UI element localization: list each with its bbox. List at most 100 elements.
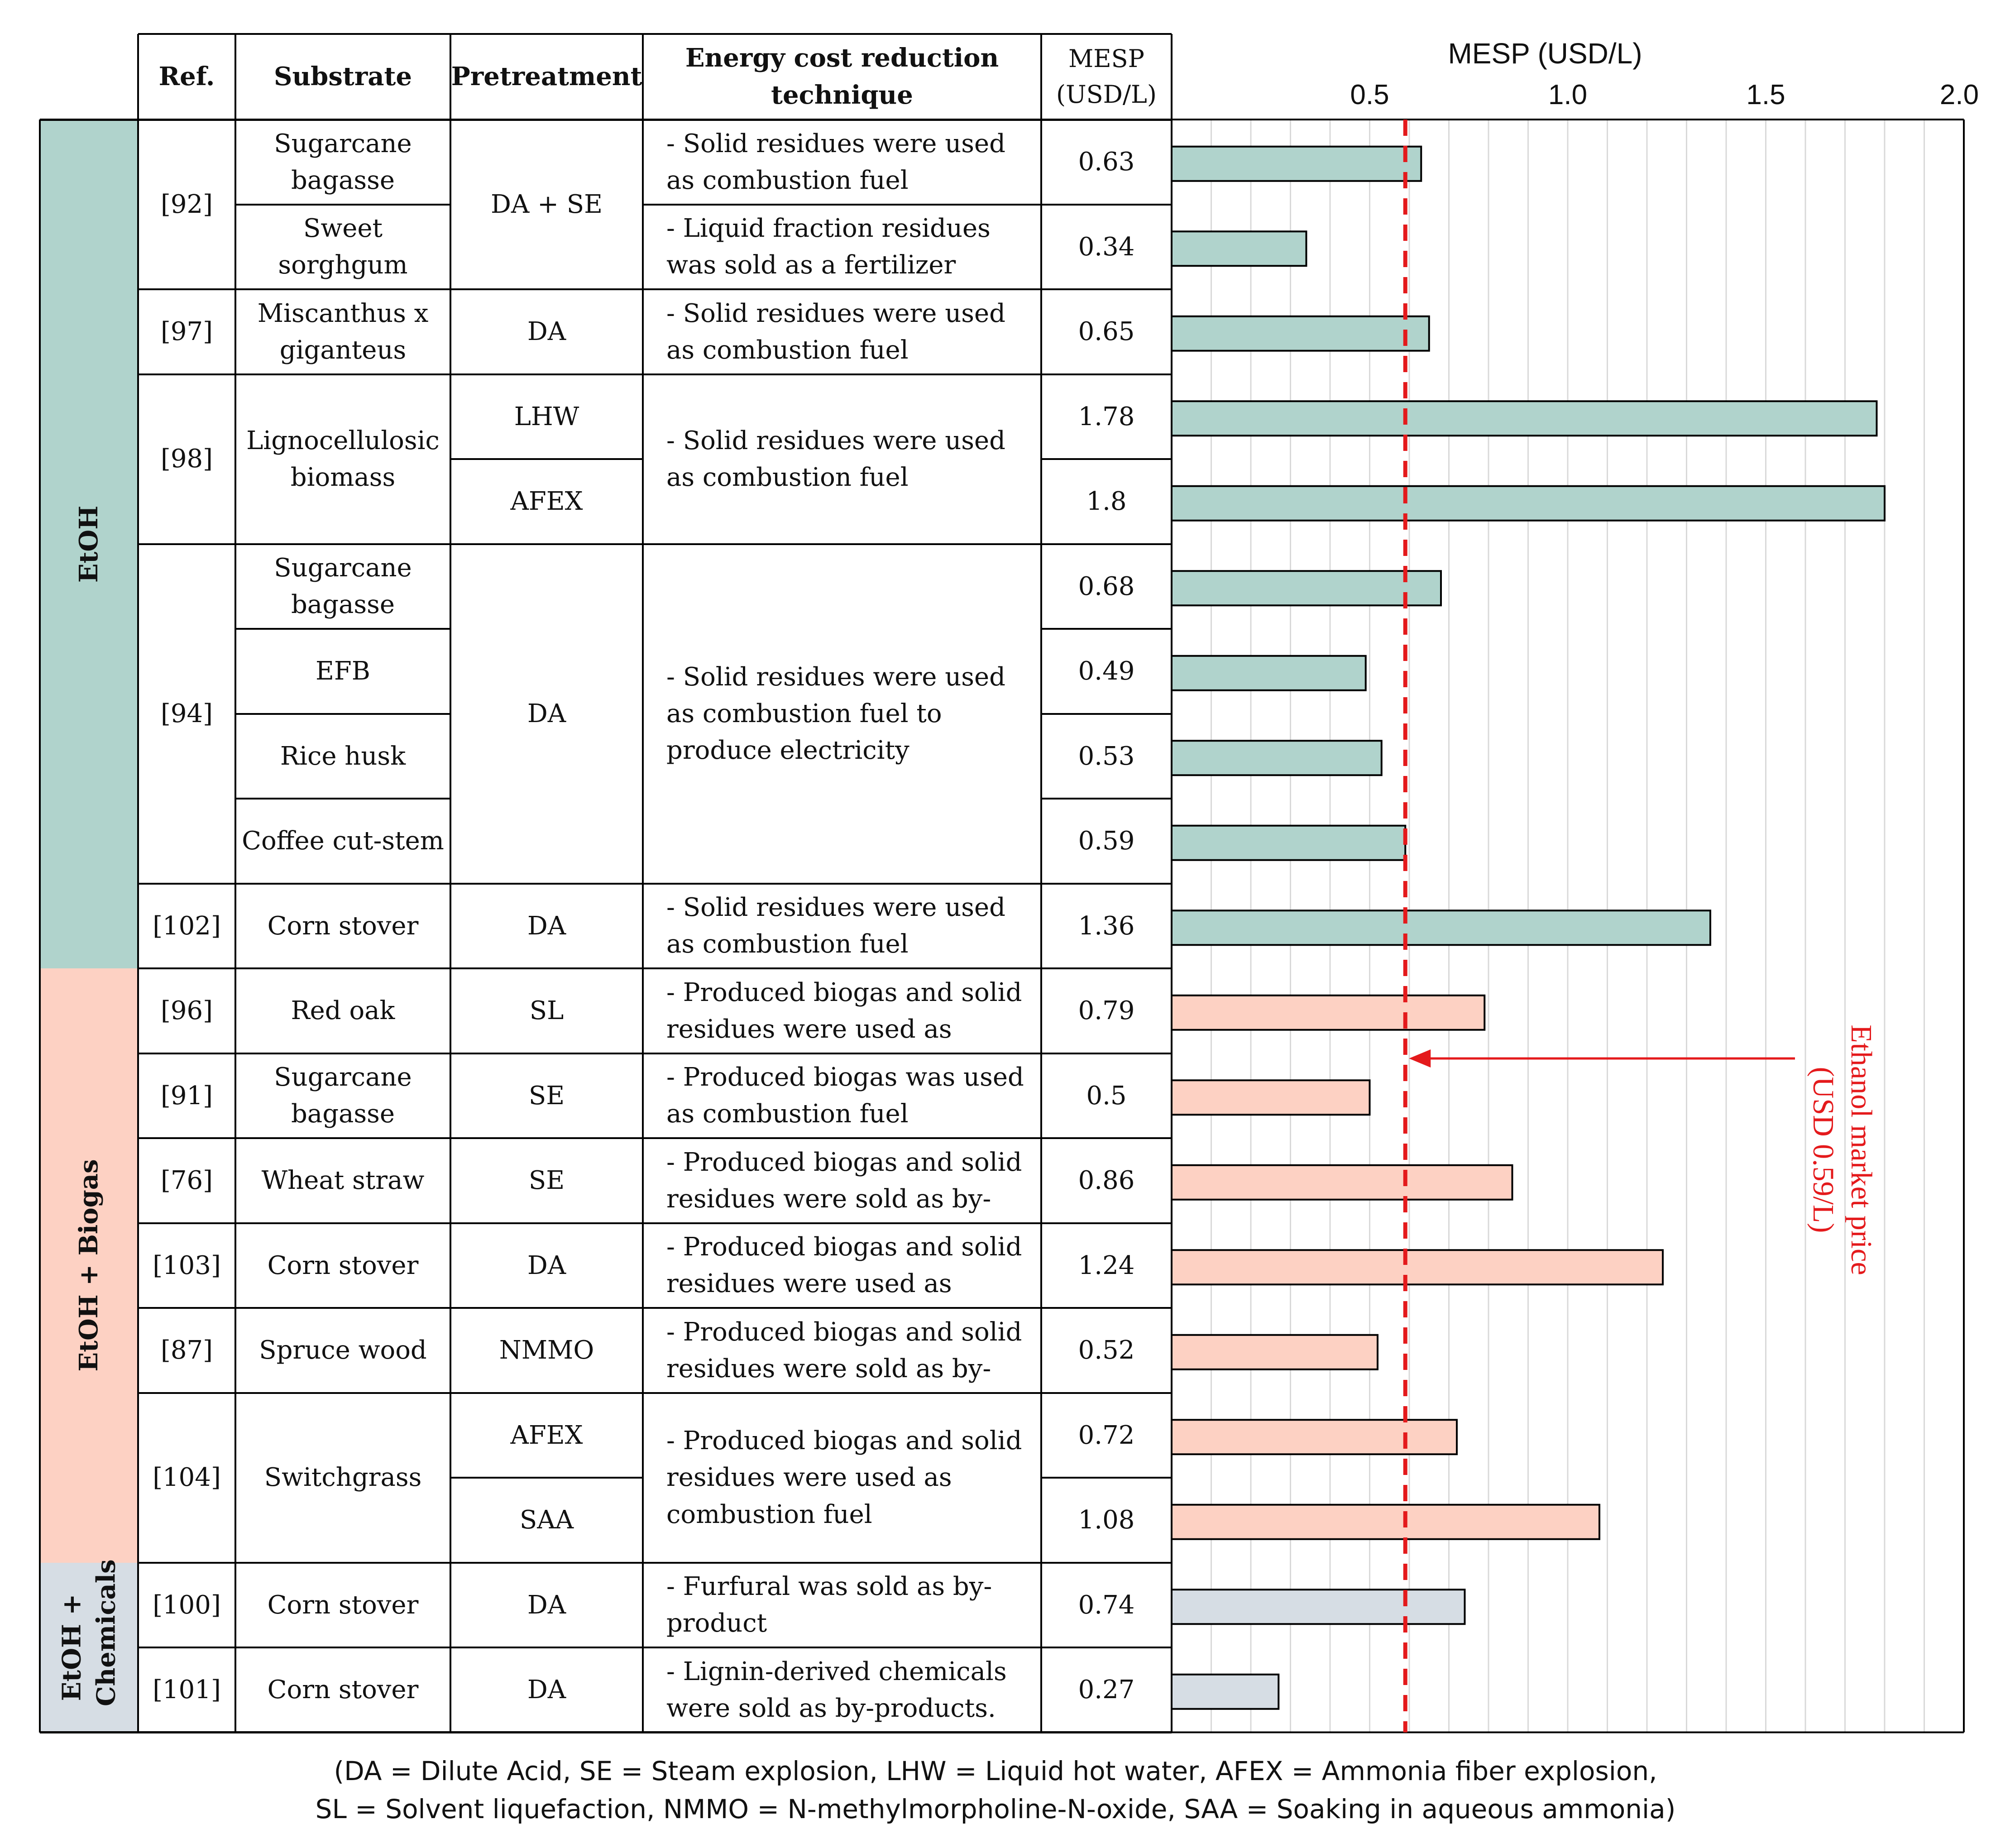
technique-cell: - Lignin-derived chemicals were sold as … — [666, 1656, 1007, 1723]
substrate-cell: Sugarcane bagasse — [274, 553, 412, 620]
table-rule — [235, 1561, 450, 1564]
header-ref: Ref. — [158, 61, 215, 91]
table-rule — [1041, 543, 1172, 545]
ref-cell: [102] — [153, 911, 221, 941]
table-rule — [1041, 1137, 1172, 1139]
substrate-cell: Wheat straw — [261, 1166, 425, 1196]
technique-cell: - Produced biogas and solid residues wer… — [666, 1317, 1022, 1384]
technique-cell: - Solid residues were used as combustion… — [666, 893, 1005, 959]
table-rule — [235, 798, 450, 800]
bar-7 — [1171, 655, 1367, 691]
abbreviation-legend-line2: SL = Solvent liquefaction, NMMO = N-meth… — [315, 1794, 1676, 1824]
table-rule — [138, 1392, 235, 1394]
bar-13 — [1171, 1164, 1513, 1201]
table-rule — [1041, 1647, 1172, 1648]
table-rule — [1041, 1307, 1172, 1309]
table-rule — [450, 1307, 643, 1309]
table-rule — [138, 882, 235, 885]
substrate-cell: Corn stover — [267, 911, 419, 941]
ref-cell: [94] — [161, 699, 213, 728]
table-rule — [235, 1137, 450, 1139]
bar-6 — [1171, 570, 1442, 607]
table-rule — [450, 967, 643, 969]
mesp-value-cell: 1.36 — [1078, 911, 1135, 941]
technique-cell: - Produced biogas was used as combustion… — [666, 1063, 1024, 1129]
ref-cell: [103] — [153, 1250, 221, 1280]
bar-8 — [1171, 740, 1383, 776]
ref-cell: [100] — [153, 1590, 221, 1620]
header-bottom-rule — [40, 118, 1172, 121]
bar-3 — [1171, 315, 1430, 352]
mesp-value-cell: 0.59 — [1078, 826, 1135, 856]
pretreatment-cell: SAA — [519, 1505, 574, 1535]
ref-cell: [87] — [161, 1336, 213, 1365]
table-rule — [1041, 1561, 1172, 1564]
table-rule — [450, 373, 643, 375]
ref-cell: [98] — [161, 444, 213, 474]
x-tick-label: 1.0 — [1548, 79, 1587, 110]
x-tick-label: 0.5 — [1350, 79, 1389, 110]
table-rule — [1041, 203, 1172, 206]
table-rule — [235, 713, 450, 715]
header-substrate: Substrate — [274, 61, 412, 91]
table-rule — [235, 203, 450, 206]
substrate-cell: Sweet sorghgum — [278, 214, 408, 280]
table-rule — [1041, 628, 1172, 630]
table-rule — [643, 1307, 1041, 1309]
pretreatment-cell: SE — [528, 1166, 565, 1196]
mesp-value-cell: 0.49 — [1078, 656, 1135, 686]
substrate-cell: EFB — [316, 656, 370, 686]
table-rule — [643, 1137, 1041, 1139]
table-rule — [450, 1052, 643, 1054]
table-rule — [1041, 713, 1172, 715]
table-rule — [138, 1052, 235, 1054]
pretreatment-cell: DA — [527, 1590, 566, 1620]
table-rule — [1171, 34, 1173, 1733]
technique-cell: - Produced biogas and solid residues wer… — [666, 1426, 1022, 1529]
table-rule — [643, 967, 1041, 969]
table-rule — [643, 373, 1041, 375]
mesp-value-cell: 0.34 — [1078, 232, 1135, 262]
table-rule — [643, 543, 1041, 545]
pretreatment-cell: LHW — [514, 402, 579, 431]
table-rule — [138, 1307, 235, 1309]
table-rule — [450, 1392, 643, 1394]
table-rule — [643, 1561, 1041, 1564]
table-rule — [235, 1222, 450, 1224]
table-rule — [235, 1052, 450, 1054]
pretreatment-cell: SL — [529, 996, 564, 1026]
bar-12 — [1171, 1079, 1371, 1116]
table-rule — [235, 1647, 450, 1648]
ref-cell: [91] — [161, 1081, 213, 1111]
bar-17 — [1171, 1503, 1600, 1540]
technique-cell: - Produced biogas and solid residues wer… — [666, 1147, 1022, 1214]
bar-2 — [1171, 230, 1307, 267]
table-rule — [138, 288, 235, 290]
technique-cell: - Solid residues were used as combustion… — [666, 662, 1005, 766]
pretreatment-cell: DA — [527, 1250, 566, 1280]
table-rule — [643, 1222, 1041, 1224]
mesp-value-cell: 1.78 — [1078, 402, 1135, 431]
substrate-cell: Switchgrass — [264, 1463, 422, 1493]
table-rule — [1041, 1477, 1172, 1479]
substrate-cell: Corn stover — [267, 1675, 419, 1705]
pretreatment-cell: DA — [527, 1675, 566, 1705]
table-rule — [235, 1392, 450, 1394]
table-rule — [235, 1307, 450, 1309]
bar-5 — [1171, 485, 1886, 522]
table-rule — [450, 1222, 643, 1224]
technique-cell: - Produced biogas and solid residues wer… — [666, 977, 1022, 1044]
abbreviation-legend-line1: (DA = Dilute Acid, SE = Steam explosion,… — [334, 1756, 1657, 1786]
mesp-value-cell: 0.79 — [1078, 996, 1135, 1026]
pretreatment-cell: AFEX — [510, 1420, 583, 1450]
substrate-cell: Corn stover — [267, 1590, 419, 1620]
table-rule — [138, 1137, 235, 1139]
pretreatment-cell: AFEX — [510, 487, 583, 517]
mesp-value-cell: 0.52 — [1078, 1336, 1135, 1365]
table-rule — [39, 120, 41, 1733]
table-rule — [450, 543, 643, 545]
substrate-cell: Miscanthus x giganteus — [257, 298, 429, 365]
bar-15 — [1171, 1334, 1378, 1370]
substrate-cell: Red oak — [291, 996, 395, 1026]
